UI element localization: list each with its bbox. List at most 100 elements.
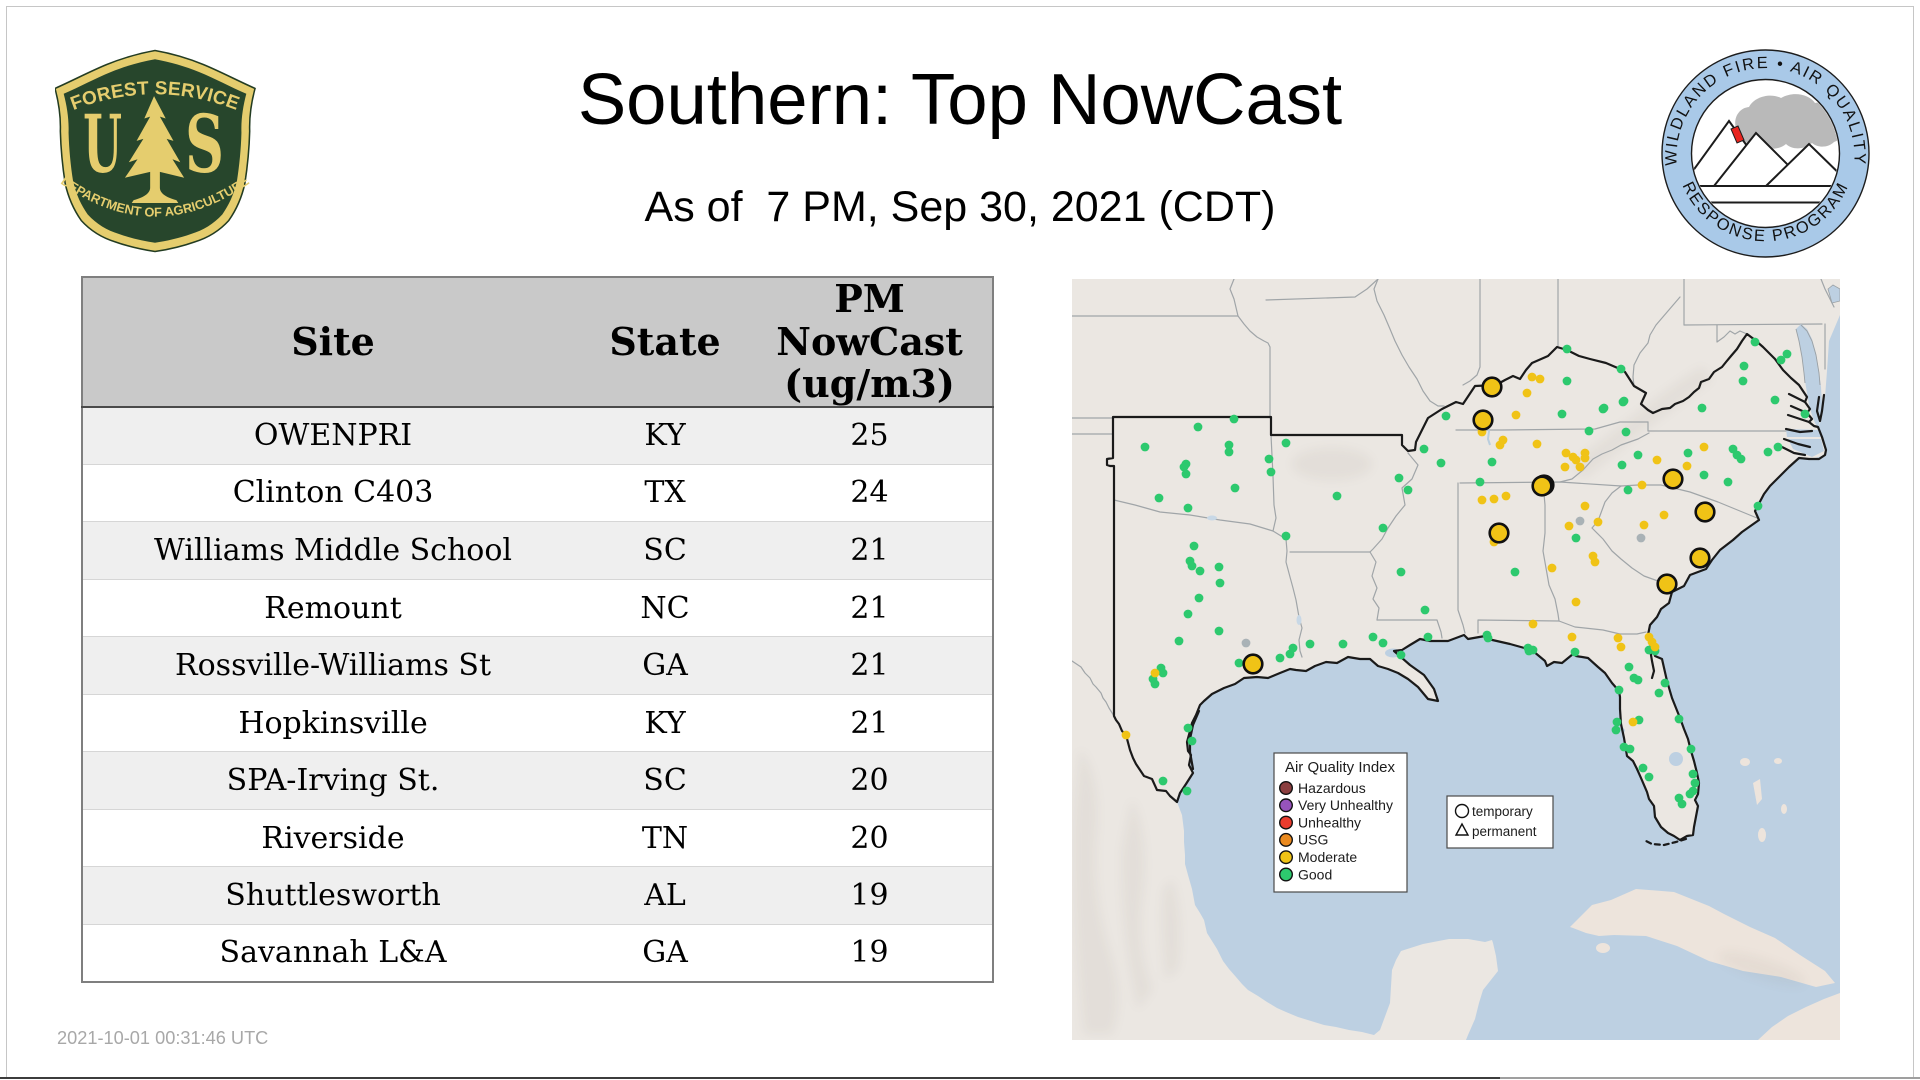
monitor-dot-good: [1654, 688, 1664, 698]
monitor-dot-good: [1154, 493, 1164, 503]
table-row: Riverside TN 20: [82, 808, 993, 867]
cell-site: Williams Middle School: [82, 521, 584, 580]
cell-site: Savannah L&A: [82, 923, 584, 982]
monitor-dot-good: [1396, 567, 1406, 577]
cell-pm: 19: [747, 923, 993, 982]
monitor-dot-good: [1674, 714, 1684, 724]
monitor-dot-moderate: [1682, 461, 1692, 471]
monitor-dot-good: [1510, 567, 1520, 577]
monitor-dot-good: [1264, 454, 1274, 464]
monitor-dot-good: [1214, 562, 1224, 572]
permanent-label: permanent: [1472, 824, 1537, 839]
monitor-dot-moderate: [1628, 717, 1638, 727]
monitor-dot-good: [1234, 658, 1244, 668]
cell-state: KY: [583, 693, 748, 752]
top-site-marker: [1472, 409, 1494, 431]
cell-pm: 20: [747, 751, 993, 810]
monitor-dot-moderate: [1527, 372, 1537, 382]
monitor-dot-good: [1688, 769, 1698, 779]
monitor-dot-good: [1288, 643, 1298, 653]
pine-tree-icon: [124, 96, 185, 203]
cell-site: Rossville-Williams St: [82, 636, 584, 695]
monitor-dot-good: [1738, 376, 1748, 386]
page-frame-bottom: [0, 1077, 1500, 1079]
monitor-dot-good: [1638, 763, 1648, 773]
monitor-dot-good: [1487, 457, 1497, 467]
monitor-dot-good: [1281, 531, 1291, 541]
cell-pm: 21: [747, 693, 993, 752]
monitor-dot-good: [1633, 675, 1643, 685]
monitor-dot-good: [1633, 450, 1643, 460]
monitor-dot-moderate: [1650, 642, 1660, 652]
monitor-dot-good: [1736, 454, 1746, 464]
lake-okeechobee: [1669, 752, 1683, 766]
cell-site: Shuttlesworth: [82, 866, 584, 925]
column-header-site: Site: [82, 277, 584, 408]
aqi-legend-swatch: [1278, 832, 1293, 847]
monitor-dot-good: [1179, 462, 1189, 472]
monitor-dot-moderate: [1532, 439, 1542, 449]
monitor-dot-good: [1275, 653, 1285, 663]
monitor-dot-good: [1338, 639, 1348, 649]
monitor-dot-good: [1140, 442, 1150, 452]
flame-icon: [1730, 125, 1745, 144]
monitor-dot-good: [1690, 778, 1700, 788]
table-row: Clinton C403 TX 24: [82, 463, 993, 522]
aqi-legend-title: Air Quality Index: [1285, 759, 1396, 776]
monitor-dot-good: [1193, 422, 1203, 432]
monitor-dot-good: [1616, 364, 1626, 374]
monitor-dot-good: [1677, 799, 1687, 809]
state-borders: [1072, 279, 1835, 717]
top-site-marker: [1531, 475, 1553, 497]
monitor-dot-good: [1214, 626, 1224, 636]
monitor-dot-moderate: [1495, 440, 1505, 450]
monitor-dot-moderate: [1489, 494, 1499, 504]
top-site-markers: [1242, 376, 1716, 675]
monitor-dot-good: [1420, 605, 1430, 615]
monitor-dot-good: [1800, 409, 1810, 419]
top-site-marker: [1242, 653, 1264, 675]
smoke-plume: [1735, 94, 1839, 149]
monitor-dot-good: [1182, 786, 1192, 796]
aqi-legend-swatch: [1278, 815, 1293, 830]
monogram-u: U: [83, 97, 122, 191]
monitor-dot-good: [1623, 485, 1633, 495]
cell-state: TX: [583, 463, 748, 522]
page-frame-right: [1913, 6, 1914, 1077]
aqi-legend-label: Good: [1298, 866, 1332, 882]
monitor-dot-good: [1436, 458, 1446, 468]
monitor-dot-moderate: [1590, 557, 1600, 567]
monitor-dots: [1121, 337, 1810, 809]
cell-state: NC: [583, 578, 748, 637]
monitor-dot-good: [1403, 485, 1413, 495]
monitor-dot-moderate: [1511, 410, 1521, 420]
monitor-dot-good: [1174, 636, 1184, 646]
monitor-dot-good: [1183, 609, 1193, 619]
wfaqrp-logo: WILDLAND FIRE • AIR QUALITY RESPONSE PRO…: [1661, 49, 1870, 258]
monitor-dot-moderate: [1613, 633, 1623, 643]
monitor-dot-good: [1483, 633, 1493, 643]
monitor-dot-good: [1697, 403, 1707, 413]
monitor-dot-good: [1423, 632, 1433, 642]
monitor-dot-good: [1624, 662, 1634, 672]
column-header-state: State: [583, 277, 748, 408]
monitor-dot-good: [1625, 744, 1635, 754]
table-row: Williams Middle School SC 21: [82, 521, 993, 580]
temporary-label: temporary: [1472, 804, 1533, 819]
cell-site: Remount: [82, 578, 584, 637]
monitor-dot-good: [1194, 593, 1204, 603]
page-frame-left: [6, 6, 7, 1077]
table-row: SPA-Irving St. SC 20: [82, 751, 993, 810]
monitor-dot-moderate: [1575, 462, 1585, 472]
monitor-dot-good: [1158, 668, 1168, 678]
aqi-legend-swatch: [1278, 781, 1293, 796]
hillshade: [1073, 367, 1805, 1034]
monitor-dot-good: [1770, 395, 1780, 405]
cell-pm: 21: [747, 578, 993, 637]
cell-state: SC: [583, 521, 748, 580]
table-row: Remount NC 21: [82, 578, 993, 637]
monitor-dot-moderate: [1637, 480, 1647, 490]
aqi-legend-label: Hazardous: [1298, 780, 1366, 796]
cell-state: AL: [583, 866, 748, 925]
